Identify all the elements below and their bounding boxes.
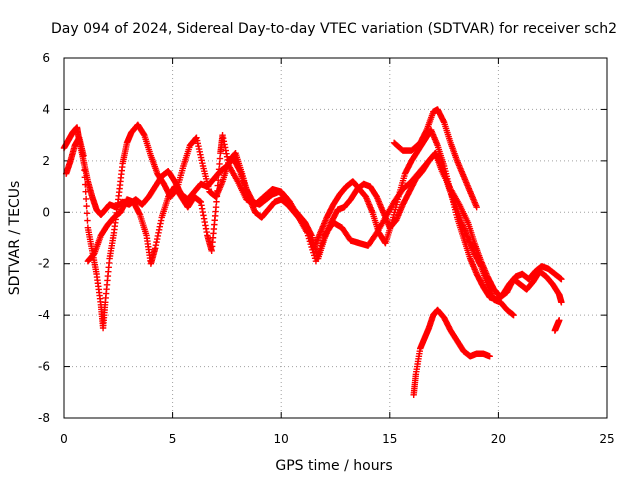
y-tick-label: 6 xyxy=(42,51,50,65)
y-tick-label: -8 xyxy=(38,411,50,425)
data-point xyxy=(82,195,90,203)
data-point xyxy=(82,188,89,195)
plot-frame xyxy=(63,57,608,419)
x-tick-label: 15 xyxy=(382,432,397,446)
series-track-c xyxy=(84,131,565,306)
x-tick-label: 0 xyxy=(60,432,68,446)
data-point xyxy=(215,166,223,173)
x-axis-label: GPS time / hours xyxy=(275,458,392,474)
x-tick-label: 25 xyxy=(599,432,614,446)
series-track-e xyxy=(410,306,493,399)
x-tick-label: 10 xyxy=(274,432,289,446)
series-track-a xyxy=(60,124,517,319)
data-point xyxy=(558,299,565,306)
data-point xyxy=(556,317,563,324)
data-point xyxy=(473,203,480,211)
series-track-f xyxy=(551,317,563,334)
data-point xyxy=(214,187,221,195)
data-point xyxy=(81,166,88,174)
data-point xyxy=(212,203,220,211)
series-track-b xyxy=(62,121,565,332)
data-point xyxy=(216,160,223,168)
data-point xyxy=(213,193,221,200)
chart-title: Day 094 of 2024, Sidereal Day-to-day VTE… xyxy=(51,21,617,37)
data-point xyxy=(216,155,224,162)
data-point xyxy=(214,182,221,189)
data-point xyxy=(83,210,91,217)
data-point xyxy=(215,176,222,184)
data-point xyxy=(81,174,89,181)
y-tick-label: -2 xyxy=(38,257,50,271)
data-point xyxy=(215,171,222,178)
x-tick-label: 5 xyxy=(169,432,177,446)
y-tick-label: 0 xyxy=(42,205,50,219)
data-point xyxy=(80,159,88,167)
x-tick-labels: 0 5 10 15 20 25 xyxy=(60,432,614,446)
data-point xyxy=(558,275,565,283)
data-point xyxy=(80,152,87,159)
y-axis-label: SDTVAR / TECUs xyxy=(7,181,23,296)
data-series xyxy=(60,106,565,399)
y-tick-labels: -8 -6 -4 -2 0 2 4 6 xyxy=(38,51,50,425)
y-tick-label: 4 xyxy=(42,102,50,116)
y-tick-label: 2 xyxy=(42,154,50,168)
y-tick-label: -6 xyxy=(38,360,50,374)
data-point xyxy=(83,202,90,210)
data-point xyxy=(84,217,91,224)
x-tick-label: 20 xyxy=(491,432,506,446)
data-point xyxy=(213,198,220,205)
series-track-d xyxy=(390,106,480,211)
data-point xyxy=(486,353,493,360)
data-point xyxy=(510,311,517,319)
data-point xyxy=(82,181,89,188)
y-tick-label: -4 xyxy=(38,308,50,322)
